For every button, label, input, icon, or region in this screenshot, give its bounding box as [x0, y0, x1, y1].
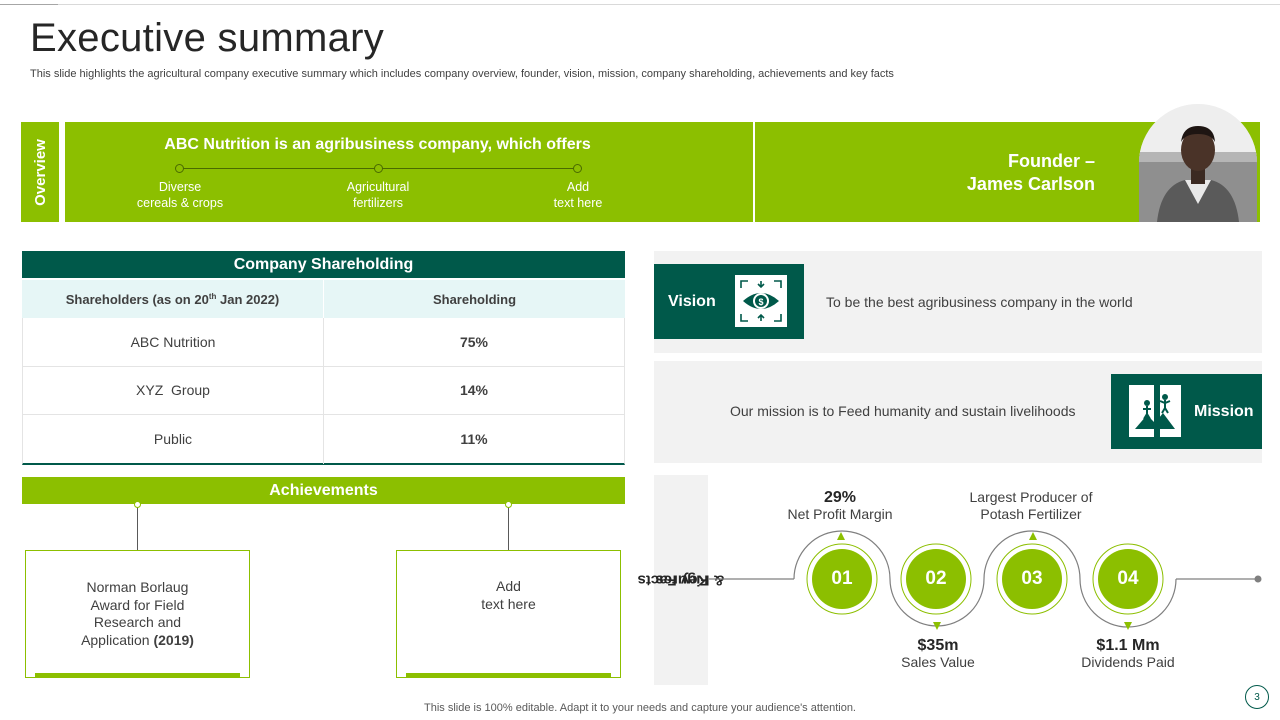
- mission-label: Mission: [1194, 403, 1254, 420]
- founder-divider: [753, 122, 755, 222]
- table-row: ABC Nutrition 75%: [23, 318, 624, 367]
- shareholder-name: XYZ Group: [23, 366, 324, 414]
- vision-label: Vision: [668, 293, 716, 310]
- achievement-pin: [505, 501, 512, 508]
- achievement-card: Norman Borlaug Award for Field Research …: [25, 550, 250, 678]
- step-number: 03: [1021, 568, 1043, 589]
- shareholding-value: 14%: [459, 382, 489, 399]
- achievement-card: Add text here: [396, 550, 621, 678]
- step-number: 01: [831, 568, 853, 589]
- founder-photo: [1139, 104, 1257, 222]
- step-circle: [900, 543, 972, 615]
- column-header-shareholding: Shareholding: [432, 291, 517, 307]
- achievement-pin: [134, 501, 141, 508]
- founder-name: Founder – James Carlson: [966, 151, 1095, 194]
- step-circle: [806, 543, 878, 615]
- achievements-title: Achievements: [22, 477, 625, 504]
- achievement-card-bar: [35, 673, 240, 678]
- overview-item: Add text here: [553, 180, 603, 210]
- achievement-connector: [137, 504, 138, 550]
- timeline-dot: [374, 164, 383, 173]
- step-number: 02: [925, 568, 947, 589]
- key-facts-diagram: [708, 530, 1262, 630]
- eye-dollar-icon: $: [735, 275, 787, 327]
- timeline-dot: [573, 164, 582, 173]
- shareholding-value: 11%: [460, 431, 488, 448]
- top-rule: [0, 4, 1280, 5]
- timeline-dot: [175, 164, 184, 173]
- overview-item: Diverse cereals & crops: [136, 180, 224, 210]
- shareholding-title: Company Shareholding: [22, 251, 625, 278]
- overview-item: Agricultural fertilizers: [346, 180, 410, 210]
- achievement-text: Add text here: [481, 578, 536, 612]
- fact-net-profit: 29% Net Profit Margin: [787, 489, 893, 522]
- shareholding-value: 75%: [459, 333, 489, 350]
- overview-label: Overview: [31, 138, 49, 206]
- page-title: Executive summary: [30, 16, 385, 60]
- mission-badge: Mission: [1111, 374, 1262, 449]
- overview-gap: [59, 122, 65, 222]
- fact-sales-value: $35m Sales Value: [901, 637, 975, 670]
- table-row: Public 11%: [23, 415, 624, 464]
- key-facts-tab: [654, 475, 708, 685]
- top-rule-accent: [0, 4, 58, 5]
- overview-heading: ABC Nutrition is an agribusiness company…: [164, 136, 591, 153]
- step-number: 04: [1117, 568, 1139, 589]
- vision-badge: Vision $: [654, 264, 804, 339]
- shareholding-table: ABC Nutrition 75% XYZ Group 14% Public 1…: [22, 318, 625, 465]
- page-number: 3: [1245, 685, 1269, 709]
- shareholder-name: Public: [23, 415, 324, 464]
- svg-text:$: $: [758, 297, 763, 307]
- vision-text: To be the best agribusiness company in t…: [826, 294, 1133, 310]
- page-subtitle: This slide highlights the agricultural c…: [30, 68, 894, 80]
- table-row: XYZ Group 14%: [23, 366, 624, 415]
- fact-dividends: $1.1 Mm Dividends Paid: [1081, 637, 1175, 670]
- achievement-text: Norman Borlaug Award for Field Research …: [81, 579, 194, 648]
- shareholder-name: ABC Nutrition: [23, 318, 324, 366]
- achievement-connector: [508, 504, 509, 550]
- achievement-card-bar: [406, 673, 611, 678]
- overview-tab: [21, 122, 59, 222]
- mission-text: Our mission is to Feed humanity and sust…: [730, 403, 1076, 419]
- step-circle: [1092, 543, 1164, 615]
- step-circle: [996, 543, 1068, 615]
- footer-note: This slide is 100% editable. Adapt it to…: [424, 702, 856, 714]
- fact-potash: Largest Producer of Potash Fertilizer: [969, 489, 1093, 522]
